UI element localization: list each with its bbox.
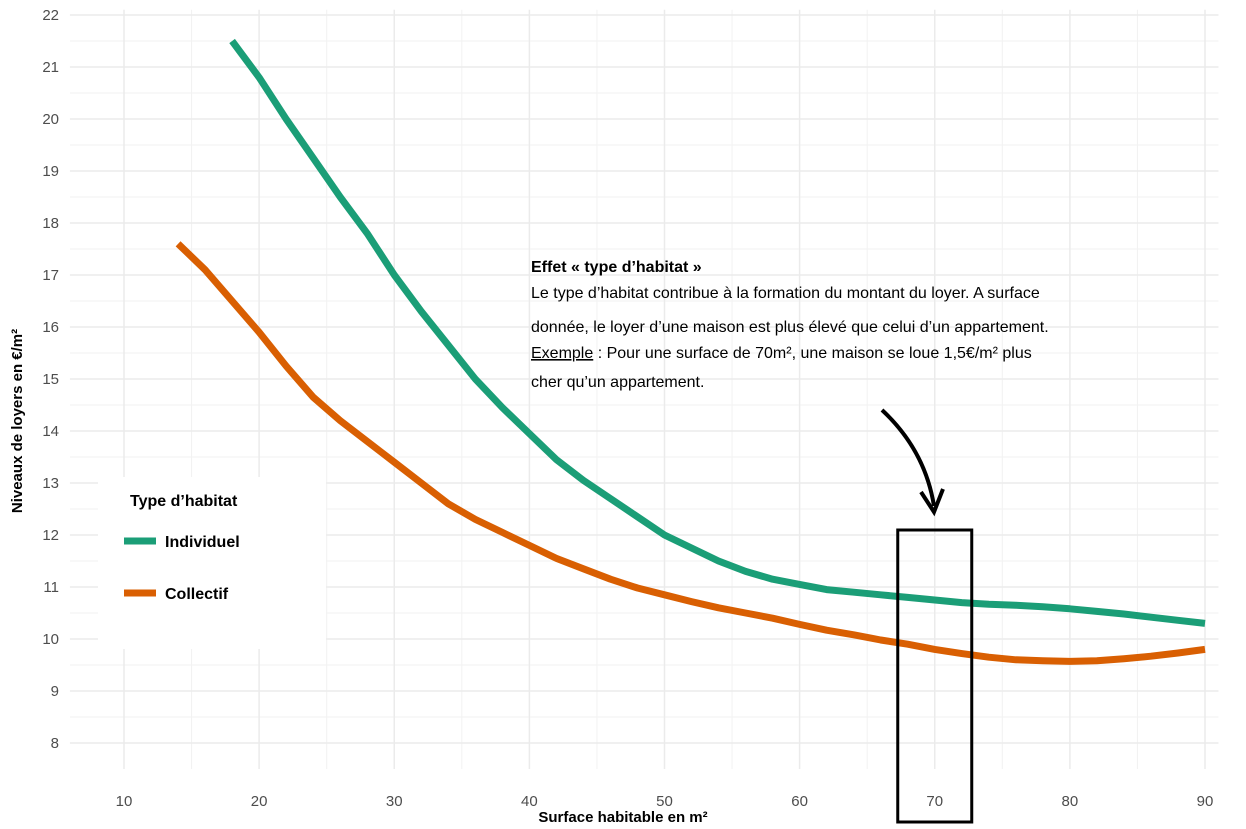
x-tick-label: 70 — [926, 793, 943, 810]
y-tick-label: 10 — [42, 631, 59, 648]
x-tick-label: 20 — [251, 793, 268, 810]
y-tick-label: 17 — [42, 267, 59, 284]
annotation-example-label: Exemple — [531, 345, 593, 362]
y-tick-label: 11 — [43, 579, 59, 596]
annotation-line-3: Exemple : Pour une surface de 70m², une … — [531, 345, 1032, 362]
annotation-example-text: : Pour une surface de 70m², une maison s… — [593, 345, 1031, 362]
y-tick-label: 16 — [42, 319, 59, 336]
x-tick-label: 30 — [386, 793, 403, 810]
legend-label-individuel: Individuel — [165, 534, 240, 551]
x-tick-label: 50 — [656, 793, 673, 810]
annotation-title: Effet « type d’habitat » — [531, 259, 702, 276]
highlight-box-70 — [896, 528, 974, 824]
y-tick-label: 13 — [42, 475, 59, 492]
series-lines — [175, 38, 1206, 665]
y-tick-label: 20 — [42, 111, 59, 128]
y-tick-label: 18 — [42, 215, 59, 232]
legend-background — [98, 477, 326, 649]
annotation-arrowhead — [919, 488, 945, 517]
legend-title: Type d’habitat — [130, 493, 238, 510]
tick-labels: 10 20 30 40 50 60 70 80 90 8 9 10 11 12 13 14 15 16 17 18 19… — [42, 7, 1213, 810]
y-tick-label: 8 — [51, 735, 59, 752]
x-tick-label: 90 — [1197, 793, 1214, 810]
annotation: Effet « type d’habitat » Le type d’habit… — [531, 259, 1049, 391]
y-tick-label: 12 — [42, 527, 59, 544]
x-tick-label: 10 — [116, 793, 133, 810]
y-tick-label: 14 — [42, 423, 59, 440]
annotation-line-1: Le type d’habitat contribue à la formati… — [531, 285, 1040, 302]
y-axis-title: Niveaux de loyers en €/m² — [9, 329, 26, 513]
y-tick-label: 15 — [42, 371, 59, 388]
y-tick-label: 9 — [51, 683, 59, 700]
series-line-individuel — [229, 38, 1206, 627]
annotation-arrow — [880, 408, 936, 507]
y-tick-label: 22 — [42, 7, 59, 24]
x-axis-title: Surface habitable en m² — [538, 809, 707, 826]
series-line-collectif — [175, 241, 1206, 665]
x-tick-label: 60 — [791, 793, 808, 810]
y-tick-label: 19 — [42, 163, 59, 180]
legend-label-collectif: Collectif — [165, 586, 229, 603]
x-tick-label: 80 — [1062, 793, 1079, 810]
x-tick-label: 40 — [521, 793, 538, 810]
annotation-line-2: donnée, le loyer d’une maison est plus é… — [531, 319, 1049, 336]
y-tick-label: 21 — [42, 59, 59, 76]
annotation-line-4: cher qu’un appartement. — [531, 374, 704, 391]
